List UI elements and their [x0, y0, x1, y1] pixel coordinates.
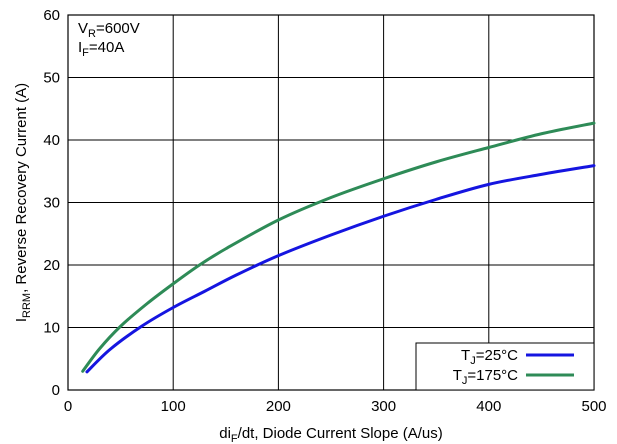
y-axis-label-rest: , Reverse Recovery Current (A) [13, 83, 30, 293]
test-conditions: VR=600V IF=40A [78, 20, 140, 59]
x-tick-label-400: 400 [476, 398, 501, 415]
legend-label-25c-sub: J [470, 355, 476, 367]
y-tick-label-60: 60 [43, 7, 60, 24]
legend-label-25c: TJ=25°C [461, 347, 518, 367]
y-axis-label-sub: RRM [21, 293, 33, 318]
condition-if-rest: =40A [89, 39, 124, 56]
legend-label-175c: TJ=175°C [453, 367, 518, 387]
condition-vr: VR=600V [78, 20, 140, 40]
x-tick-label-200: 200 [266, 398, 291, 415]
x-tick-label-300: 300 [371, 398, 396, 415]
x-axis-label-sub: F [231, 433, 238, 444]
y-tick-label-10: 10 [43, 320, 60, 337]
y-tick-label-40: 40 [43, 132, 60, 149]
condition-vr-rest: =600V [96, 20, 140, 37]
legend-label-175c-rest: =175°C [467, 367, 518, 384]
condition-vr-main: V [78, 20, 88, 37]
y-axis-label-main: I [13, 318, 30, 322]
series-line-1 [81, 121, 596, 373]
condition-if: IF=40A [78, 39, 124, 59]
legend-label-25c-rest: =25°C [476, 347, 518, 364]
plot-frame [67, 14, 595, 391]
condition-vr-sub: R [88, 28, 96, 40]
x-axis-label-rest: /dt, Diode Current Slope (A/us) [238, 425, 443, 442]
x-tick-label-100: 100 [161, 398, 186, 415]
y-tick-label-0: 0 [52, 382, 60, 399]
x-tick-label-500: 500 [581, 398, 606, 415]
y-tick-label-20: 20 [43, 257, 60, 274]
tick-labels: 0 100 200 300 400 500 0 10 20 30 40 50 60 [43, 7, 606, 415]
y-tick-label-30: 30 [43, 195, 60, 212]
y-axis-label: IRRM, Reverse Recovery Current (A) [13, 83, 33, 322]
legend-label-25c-main: T [461, 347, 470, 364]
grid-lines [67, 14, 595, 391]
condition-if-main: I [78, 39, 82, 56]
legend-label-175c-sub: J [462, 375, 468, 387]
x-axis-label: diF/dt, Diode Current Slope (A/us) [219, 425, 443, 444]
legend: TJ=25°C TJ=175°C [415, 342, 595, 391]
legend-box [415, 342, 595, 391]
x-axis-label-main: di [219, 425, 231, 442]
y-tick-label-50: 50 [43, 70, 60, 87]
legend-label-175c-main: T [453, 367, 462, 384]
condition-if-sub: F [82, 47, 89, 59]
series-lines [81, 121, 596, 374]
x-tick-label-0: 0 [64, 398, 72, 415]
series-line-0 [85, 164, 596, 374]
